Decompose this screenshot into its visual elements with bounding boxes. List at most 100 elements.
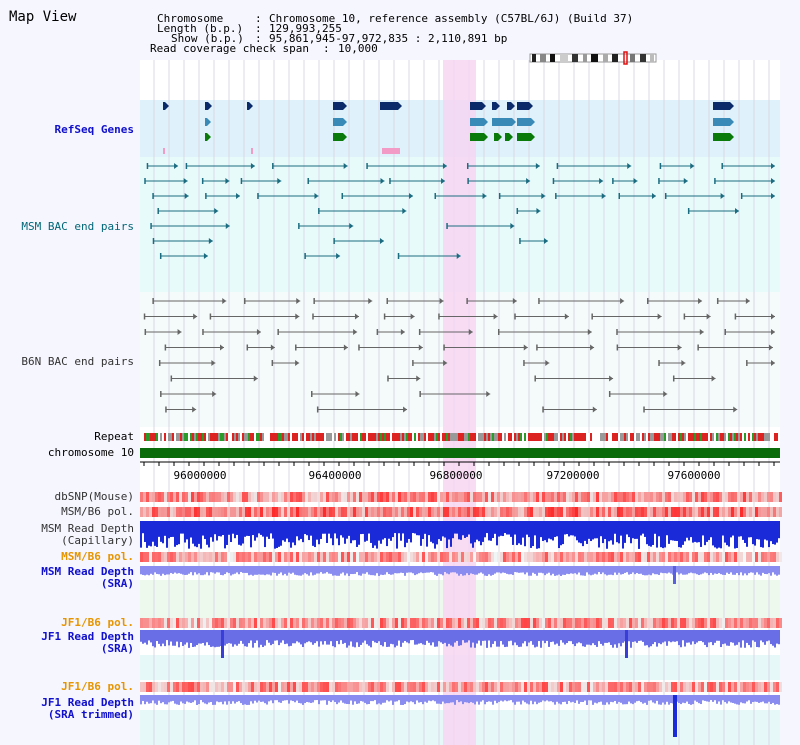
- polymorphism-cell: [347, 492, 350, 502]
- read-depth-bar: [222, 566, 224, 576]
- polymorphism-cell: [737, 618, 740, 628]
- repeat-mark: [382, 433, 384, 441]
- polymorphism-cell: [734, 552, 737, 562]
- polymorphism-cell: [272, 552, 275, 562]
- read-depth-bar: [694, 521, 696, 542]
- refseq-gene-arrow: [531, 133, 535, 141]
- read-depth-bar: [524, 566, 526, 575]
- polymorphism-cell: [419, 552, 422, 562]
- polymorphism-cell: [275, 492, 278, 502]
- read-depth-bar: [628, 695, 630, 702]
- track-label-jf1-depth-sra[interactable]: JF1 Read Depth: [41, 630, 134, 643]
- polymorphism-cell: [389, 492, 392, 502]
- read-depth-bar: [490, 521, 492, 541]
- polymorphism-cell: [599, 682, 602, 692]
- repeat-mark: [270, 433, 272, 441]
- read-depth-bar: [604, 695, 606, 705]
- track-label-jf1-b6-pol-1[interactable]: JF1/B6 pol.: [61, 616, 134, 629]
- read-depth-bar: [368, 695, 370, 705]
- read-depth-bar: [418, 695, 420, 703]
- polymorphism-cell: [491, 618, 494, 628]
- polymorphism-cell: [740, 682, 743, 692]
- polymorphism-cell: [539, 618, 542, 628]
- read-depth-bar: [196, 695, 198, 705]
- read-depth-bar: [658, 630, 660, 644]
- repeat-mark: [430, 433, 432, 441]
- track-label-msm-depth-sra[interactable]: MSM Read Depth: [41, 565, 134, 578]
- polymorphism-cell: [428, 507, 431, 517]
- read-depth-bar: [572, 566, 574, 574]
- polymorphism-cell: [299, 682, 302, 692]
- polymorphism-cell: [506, 507, 509, 517]
- read-depth-bar: [742, 521, 744, 540]
- polymorphism-cell: [179, 552, 182, 562]
- read-depth-bar: [226, 630, 228, 644]
- polymorphism-cell: [383, 552, 386, 562]
- repeat-mark: [608, 433, 610, 441]
- read-depth-bar: [630, 566, 632, 574]
- track-label-b6n-bac[interactable]: B6N BAC end pairs: [21, 355, 134, 368]
- read-depth-bar: [498, 566, 500, 573]
- track-label-jf1-depth-trimmed[interactable]: JF1 Read Depth: [41, 696, 134, 709]
- read-depth-bar: [724, 521, 726, 543]
- read-depth-bar: [408, 630, 410, 644]
- read-depth-bar: [722, 521, 724, 536]
- read-depth-bar: [370, 566, 372, 576]
- polymorphism-cell: [329, 682, 332, 692]
- polymorphism-cell: [665, 682, 668, 692]
- track-label-dbsnp[interactable]: dbSNP(Mouse): [54, 490, 134, 503]
- polymorphism-cell: [413, 552, 416, 562]
- read-depth-bar: [772, 695, 774, 703]
- track-label-refseq-genes[interactable]: RefSeq Genes: [54, 123, 134, 136]
- read-depth-bar: [554, 566, 556, 576]
- repeat-mark: [394, 433, 396, 441]
- read-depth-bar: [414, 630, 416, 645]
- repeat-mark: [708, 433, 710, 441]
- read-depth-bar: [276, 521, 278, 548]
- read-depth-bar: [184, 630, 186, 645]
- read-depth-bar: [510, 630, 512, 641]
- repeat-mark: [234, 433, 236, 441]
- polymorphism-cell: [548, 492, 551, 502]
- read-depth-bar: [200, 695, 202, 701]
- read-depth-bar: [392, 630, 394, 645]
- bac-pair-arrow: [270, 344, 275, 351]
- polymorphism-cell: [284, 507, 287, 517]
- polymorphism-cell: [164, 682, 167, 692]
- track-label-msm-b6-pol-1[interactable]: MSM/B6 pol.: [61, 505, 134, 518]
- polymorphism-cell: [719, 618, 722, 628]
- polymorphism-cell: [290, 552, 293, 562]
- repeat-mark: [296, 433, 298, 441]
- track-label-jf1-b6-pol-2[interactable]: JF1/B6 pol.: [61, 680, 134, 693]
- chromosome-colon: :: [255, 12, 262, 25]
- repeat-mark: [288, 433, 290, 441]
- polymorphism-cell: [479, 618, 482, 628]
- read-depth-bar: [258, 566, 260, 575]
- read-depth-bar: [250, 521, 252, 548]
- read-depth-bar: [372, 630, 374, 641]
- polymorphism-cell: [575, 552, 578, 562]
- polymorphism-cell: [746, 618, 749, 628]
- polymorphism-cell: [263, 552, 266, 562]
- polymorphism-cell: [203, 618, 206, 628]
- polymorphism-cell: [158, 492, 161, 502]
- polymorphism-cell: [740, 492, 743, 502]
- read-depth-bar: [306, 521, 308, 536]
- read-depth-bar: [568, 521, 570, 537]
- polymorphism-cell: [581, 552, 584, 562]
- polymorphism-cell: [563, 507, 566, 517]
- polymorphism-cell: [728, 618, 731, 628]
- track-label-msm-b6-pol-2[interactable]: MSM/B6 pol.: [61, 550, 134, 563]
- polymorphism-cell: [731, 618, 734, 628]
- polymorphism-cell: [590, 552, 593, 562]
- repeat-mark: [774, 433, 776, 441]
- read-depth-bar: [752, 521, 754, 545]
- read-depth-bar: [234, 521, 236, 539]
- track-label-msm-depth-capillary[interactable]: MSM Read Depth: [41, 522, 134, 535]
- read-depth-bar: [698, 566, 700, 576]
- read-depth-bar: [690, 566, 692, 573]
- ideogram-band: [560, 54, 568, 62]
- polymorphism-cell: [419, 618, 422, 628]
- track-label-msm-bac[interactable]: MSM BAC end pairs: [21, 220, 134, 233]
